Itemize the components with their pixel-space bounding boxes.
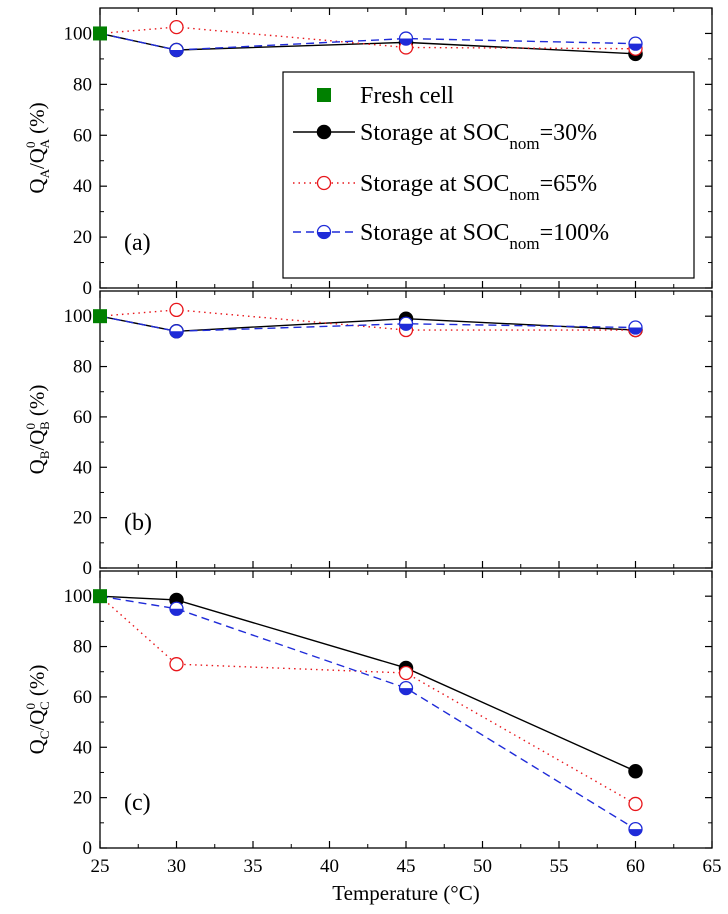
point-soc100 xyxy=(169,324,184,339)
y-tick-label: 0 xyxy=(83,558,93,579)
point-soc100-fill xyxy=(629,327,642,335)
x-axis-title: Temperature (°C) xyxy=(332,881,479,905)
legend-entry-soc65: Storage at SOCnom=65% xyxy=(293,171,597,204)
x-tick-label: 60 xyxy=(626,856,645,877)
series-group xyxy=(93,19,643,62)
point-soc100 xyxy=(628,36,643,51)
x-tick-label: 50 xyxy=(473,856,492,877)
point-soc100-fill xyxy=(399,323,413,331)
legend-marker xyxy=(316,175,332,191)
panel-2: 0 20 40 60 80 100 QB/Q0B (%) (b) xyxy=(23,290,713,579)
x-tick-label: 35 xyxy=(244,856,263,877)
point-soc100-fill xyxy=(399,38,413,46)
point-fresh xyxy=(93,26,107,41)
legend-marker xyxy=(316,124,332,140)
panel-3: 0 20 40 60 80 100 QC/Q0C (%) (c) 25 30 35 40 45 50 55 6… xyxy=(23,570,722,905)
point-soc30 xyxy=(628,763,643,779)
y-tick-label: 60 xyxy=(73,407,92,428)
point-soc100 xyxy=(628,821,643,837)
y-tick-label: 20 xyxy=(73,227,92,248)
series-line-soc30 xyxy=(99,595,636,772)
legend-label: Fresh cell xyxy=(360,83,454,109)
legend-entry-fresh: Fresh cell xyxy=(317,83,454,109)
series-line-soc65 xyxy=(99,595,636,805)
point-soc65 xyxy=(169,302,184,318)
y-tick-label: 20 xyxy=(73,788,92,809)
point-soc100-fill xyxy=(629,43,642,51)
legend-marker xyxy=(317,88,331,102)
y-tick-label: 40 xyxy=(73,457,92,478)
y-tick-label: 20 xyxy=(73,508,92,529)
y-axis-title: QA/Q0A (%) xyxy=(23,102,52,193)
y-tick-label: 80 xyxy=(73,357,92,378)
point-soc100 xyxy=(398,680,414,696)
legend: Fresh cell Storage at SOCnom=30% Storage a… xyxy=(282,71,695,279)
x-tick-label: 65 xyxy=(703,856,722,877)
y-axis-title: QB/Q0B (%) xyxy=(23,385,52,475)
x-tick-label: 25 xyxy=(91,856,110,877)
series-line-soc30 xyxy=(99,315,636,332)
x-tick-label: 45 xyxy=(397,856,416,877)
panel-label: (b) xyxy=(124,510,152,536)
y-tick-label: 60 xyxy=(73,125,92,146)
point-fresh xyxy=(93,589,107,604)
point-soc100-fill xyxy=(170,608,183,616)
point-soc100 xyxy=(398,31,414,46)
y-axis-title: QC/Q0C (%) xyxy=(23,665,52,755)
panel-1: 0 20 40 60 80 100 QA/Q0A (%) (a) Fresh cell Stora… xyxy=(23,7,713,299)
x-tick-label: 40 xyxy=(320,856,339,877)
legend-label: Storage at SOCnom=100% xyxy=(360,220,609,253)
point-soc100 xyxy=(628,320,643,335)
series-line-soc100 xyxy=(99,315,636,332)
y-tick-label: 40 xyxy=(73,737,92,758)
legend-marker-fill xyxy=(317,232,331,239)
point-soc100-fill xyxy=(170,331,183,338)
y-tick-label: 100 xyxy=(64,306,93,327)
x-tick-label: 55 xyxy=(550,856,569,877)
point-soc100 xyxy=(169,42,184,58)
y-tick-label: 100 xyxy=(64,586,93,607)
legend-entry-soc100: Storage at SOCnom=100% xyxy=(293,220,609,253)
y-tick-label: 80 xyxy=(73,637,92,658)
point-fresh xyxy=(93,309,107,324)
legend-box xyxy=(282,71,695,279)
point-soc100-fill xyxy=(629,829,642,836)
legend-marker xyxy=(316,224,332,240)
series-group xyxy=(93,589,643,837)
series-line-soc100 xyxy=(99,595,636,830)
legend-label: Storage at SOCnom=30% xyxy=(360,120,597,153)
x-tick-label: 30 xyxy=(167,856,186,877)
point-soc100 xyxy=(398,316,414,331)
legend-entry-soc30: Storage at SOCnom=30% xyxy=(293,120,597,153)
y-tick-label: 60 xyxy=(73,687,92,708)
y-tick-label: 0 xyxy=(83,278,93,299)
series-group xyxy=(93,302,643,339)
y-tick-label: 40 xyxy=(73,176,92,197)
y-tick-label: 0 xyxy=(83,838,93,859)
point-soc65 xyxy=(628,796,643,812)
plot-frame xyxy=(99,570,713,849)
point-soc65 xyxy=(169,657,184,672)
point-soc65 xyxy=(169,19,184,35)
point-soc65 xyxy=(398,665,414,681)
y-tick-label: 100 xyxy=(64,23,93,44)
series-line-soc100 xyxy=(99,32,636,51)
point-soc100-fill xyxy=(399,688,413,695)
panel-label: (c) xyxy=(124,790,151,816)
legend-label: Storage at SOCnom=65% xyxy=(360,171,597,204)
y-tick-label: 80 xyxy=(73,74,92,95)
panel-label: (a) xyxy=(124,230,151,256)
point-soc100-fill xyxy=(170,50,183,57)
point-soc100 xyxy=(169,601,184,616)
